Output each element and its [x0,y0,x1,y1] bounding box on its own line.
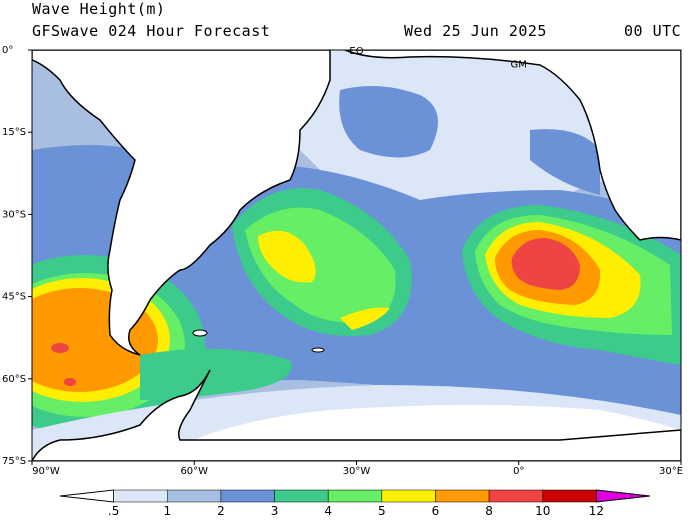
map-annotation-label: EQ [349,46,363,57]
wave-height-field [32,50,681,461]
colorbar-label: 1 [163,504,171,518]
zone-2-3m-west [32,145,140,240]
lon-tick-label: 0° [513,466,524,477]
colorbar-segment [274,489,329,503]
colorbar-segment [220,489,275,503]
south-america-landmass [32,50,331,356]
lon-tick-label: 90°W [32,466,60,477]
colorbar-segment [59,489,115,503]
storm-central-5-6m-b [340,307,390,330]
forecast-time: 00 UTC [624,22,682,40]
colorbar-label: 5 [378,504,386,518]
lon-tick-label: 60°W [180,466,208,477]
colorbar-segment [488,489,543,503]
colorbar-segment [113,489,168,503]
lon-tick-label: 30°E [659,466,683,477]
scotia-3-4m [140,348,292,400]
map-annotations: EQ GM [349,46,527,71]
map-annotation-label: GM [511,60,527,71]
storm-west-8-10m-b [64,378,76,386]
colorbar-label: 3 [271,504,279,518]
latitude-ticks: 0° 15°S 30°S 45°S 60°S 75°S [2,45,32,467]
lat-tick-label: 0° [2,45,13,56]
colorbar-label: 6 [432,504,440,518]
lat-tick-label: 45°S [2,292,26,303]
lat-tick-label: 15°S [2,127,26,138]
colorbar-label: .5 [108,504,119,518]
south-georgia-island [311,347,325,353]
lat-tick-label: 75°S [2,456,26,467]
colorbar-segment [435,489,490,503]
longitude-ticks: 90°W 60°W 30°W 0° 30°E [31,461,683,477]
colorbar-label: 4 [324,504,332,518]
colorbar-segment [167,489,222,503]
colorbar-label: 2 [217,504,225,518]
colorbar-segment [542,489,597,503]
storm-west-8-10m [51,343,69,353]
map-variable-title: Wave Height(m) [32,0,166,18]
colorbar-label: 8 [485,504,493,518]
lat-tick-label: 30°S [2,209,26,220]
antarctica-landmass [32,369,681,461]
colorbar: .5 1 2 3 4 5 6 8 10 12 [59,489,651,518]
lon-tick-label: 30°W [343,466,371,477]
lat-tick-label: 60°S [2,374,26,385]
forecast-date: Wed 25 Jun 2025 [404,22,547,40]
storm-central-5-6m [258,230,316,283]
colorbar-label: 10 [535,504,550,518]
colorbar-segment [595,489,651,503]
africa-landmass [344,50,681,241]
colorbar-label: 12 [589,504,604,518]
storm-east-8-10m [511,238,580,290]
falkland-islands [192,329,208,337]
colorbar-segment [327,489,383,503]
zone-2-3m-central [339,86,438,158]
model-forecast-title: GFSwave 024 Hour Forecast [32,22,271,40]
zone-2-3m-east [530,129,600,195]
colorbar-segment [381,489,436,503]
